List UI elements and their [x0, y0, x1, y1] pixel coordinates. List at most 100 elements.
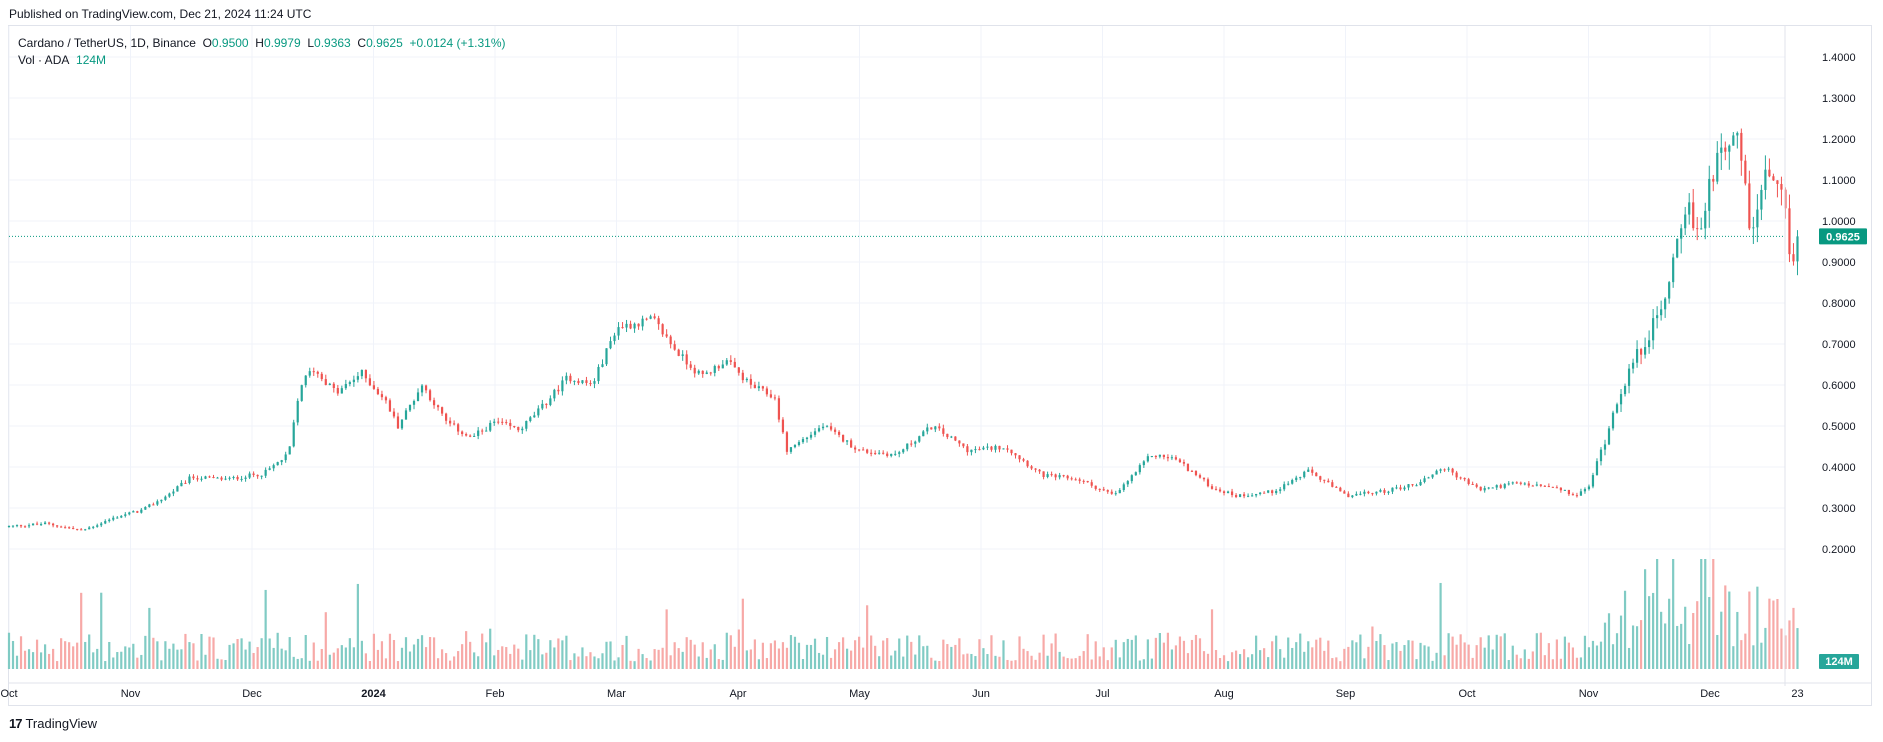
volume-bar: [609, 641, 612, 669]
price-tick-label: 1.0000: [1822, 216, 1856, 228]
volume-bar: [926, 645, 929, 669]
footer-brand[interactable]: 17 TradingView: [9, 716, 97, 731]
candle-body: [1423, 478, 1426, 483]
candle-body: [84, 529, 87, 531]
volume-bar: [737, 629, 740, 669]
candle-body: [148, 504, 151, 508]
candle-body: [1170, 457, 1174, 459]
volume-bar: [801, 658, 805, 669]
candle-body: [108, 519, 111, 522]
volume-label[interactable]: Vol · ADA: [18, 53, 70, 67]
candle-body: [92, 526, 95, 528]
candle-body: [408, 404, 412, 411]
volume-bar: [745, 650, 748, 669]
candle-body: [1311, 469, 1314, 473]
volume-bar: [733, 646, 736, 669]
candle-body: [573, 380, 576, 382]
volume-bar: [104, 661, 107, 669]
volume-bar: [978, 639, 981, 669]
candle-body: [1631, 362, 1635, 369]
volume-bar: [613, 660, 616, 669]
candle-body: [1315, 472, 1318, 477]
volume-bar: [72, 646, 75, 669]
candle-body: [485, 430, 488, 432]
volume-bar: [833, 649, 837, 669]
candle-body: [392, 411, 396, 417]
candle-body: [1090, 482, 1093, 486]
candle-body: [1756, 209, 1759, 228]
time-tick-label: May: [849, 688, 870, 700]
volume-bar: [1150, 658, 1153, 669]
candle-body: [1070, 478, 1073, 480]
volume-bar: [292, 656, 295, 669]
volume-bar: [39, 652, 43, 669]
volume-bar: [569, 660, 572, 669]
candle-body: [966, 446, 969, 453]
candle-body: [1174, 457, 1178, 460]
volume-bar: [1074, 658, 1077, 669]
volume-bar: [497, 649, 500, 669]
candle-body: [886, 453, 889, 456]
candle-body: [348, 382, 351, 385]
volume-bar: [1631, 625, 1635, 669]
candle-body: [1030, 466, 1033, 469]
volume-bar: [23, 650, 27, 669]
candle-body: [1106, 490, 1109, 492]
volume-bar: [741, 598, 744, 669]
volume-bar: [1323, 650, 1326, 669]
symbol-label[interactable]: Cardano / TetherUS, 1D, Binance: [18, 36, 196, 50]
volume-bar: [1070, 658, 1073, 669]
volume-bar: [68, 642, 71, 669]
candle-body: [184, 482, 187, 484]
volume-bar: [1539, 632, 1542, 669]
volume-bar: [1704, 559, 1707, 669]
volume-bar: [1643, 569, 1647, 669]
candle-body: [264, 469, 267, 476]
candle-body: [292, 422, 295, 447]
candle-body: [1154, 456, 1157, 458]
candle-body: [444, 413, 448, 421]
volume-bar: [469, 641, 472, 669]
candle-body: [1255, 493, 1258, 496]
volume-bar: [1339, 661, 1342, 669]
candle-body: [356, 376, 359, 380]
candle-body: [565, 375, 568, 381]
candle-body: [597, 366, 600, 382]
candle-body: [1066, 475, 1069, 479]
candle-body: [1022, 459, 1025, 461]
candle-body: [729, 360, 732, 362]
candle-body: [376, 388, 380, 395]
candle-body: [1639, 349, 1643, 355]
volume-bar: [43, 644, 47, 669]
candle-body: [773, 397, 777, 399]
volume-bar: [1315, 639, 1318, 669]
volume-bar: [1182, 640, 1186, 669]
volume-bar: [328, 654, 331, 669]
candle-body: [1447, 468, 1450, 470]
volume-bar: [529, 650, 532, 669]
candle-body: [1684, 214, 1687, 229]
volume-bar: [200, 633, 203, 669]
candle-body: [19, 525, 23, 527]
volume-bar: [749, 649, 752, 669]
candle-body: [1607, 428, 1611, 445]
volume-bar: [388, 633, 392, 669]
volume-bar: [705, 657, 708, 669]
candle-body: [1692, 202, 1695, 229]
volume-bar: [870, 635, 873, 669]
volume-bar: [1090, 659, 1093, 669]
candle-body: [196, 478, 199, 480]
volume-bar: [164, 641, 167, 669]
candle-body: [1323, 479, 1326, 481]
candle-body: [809, 434, 813, 438]
candle-body: [324, 379, 327, 385]
candle-body: [52, 523, 55, 526]
candle-body: [1664, 298, 1667, 310]
candle-body: [1555, 487, 1558, 489]
last-price-label: 0.9625: [1826, 231, 1860, 243]
volume-bar: [781, 642, 785, 669]
volume-bar: [1451, 636, 1454, 669]
volume-bar: [64, 641, 67, 669]
volume-bar: [866, 605, 869, 669]
